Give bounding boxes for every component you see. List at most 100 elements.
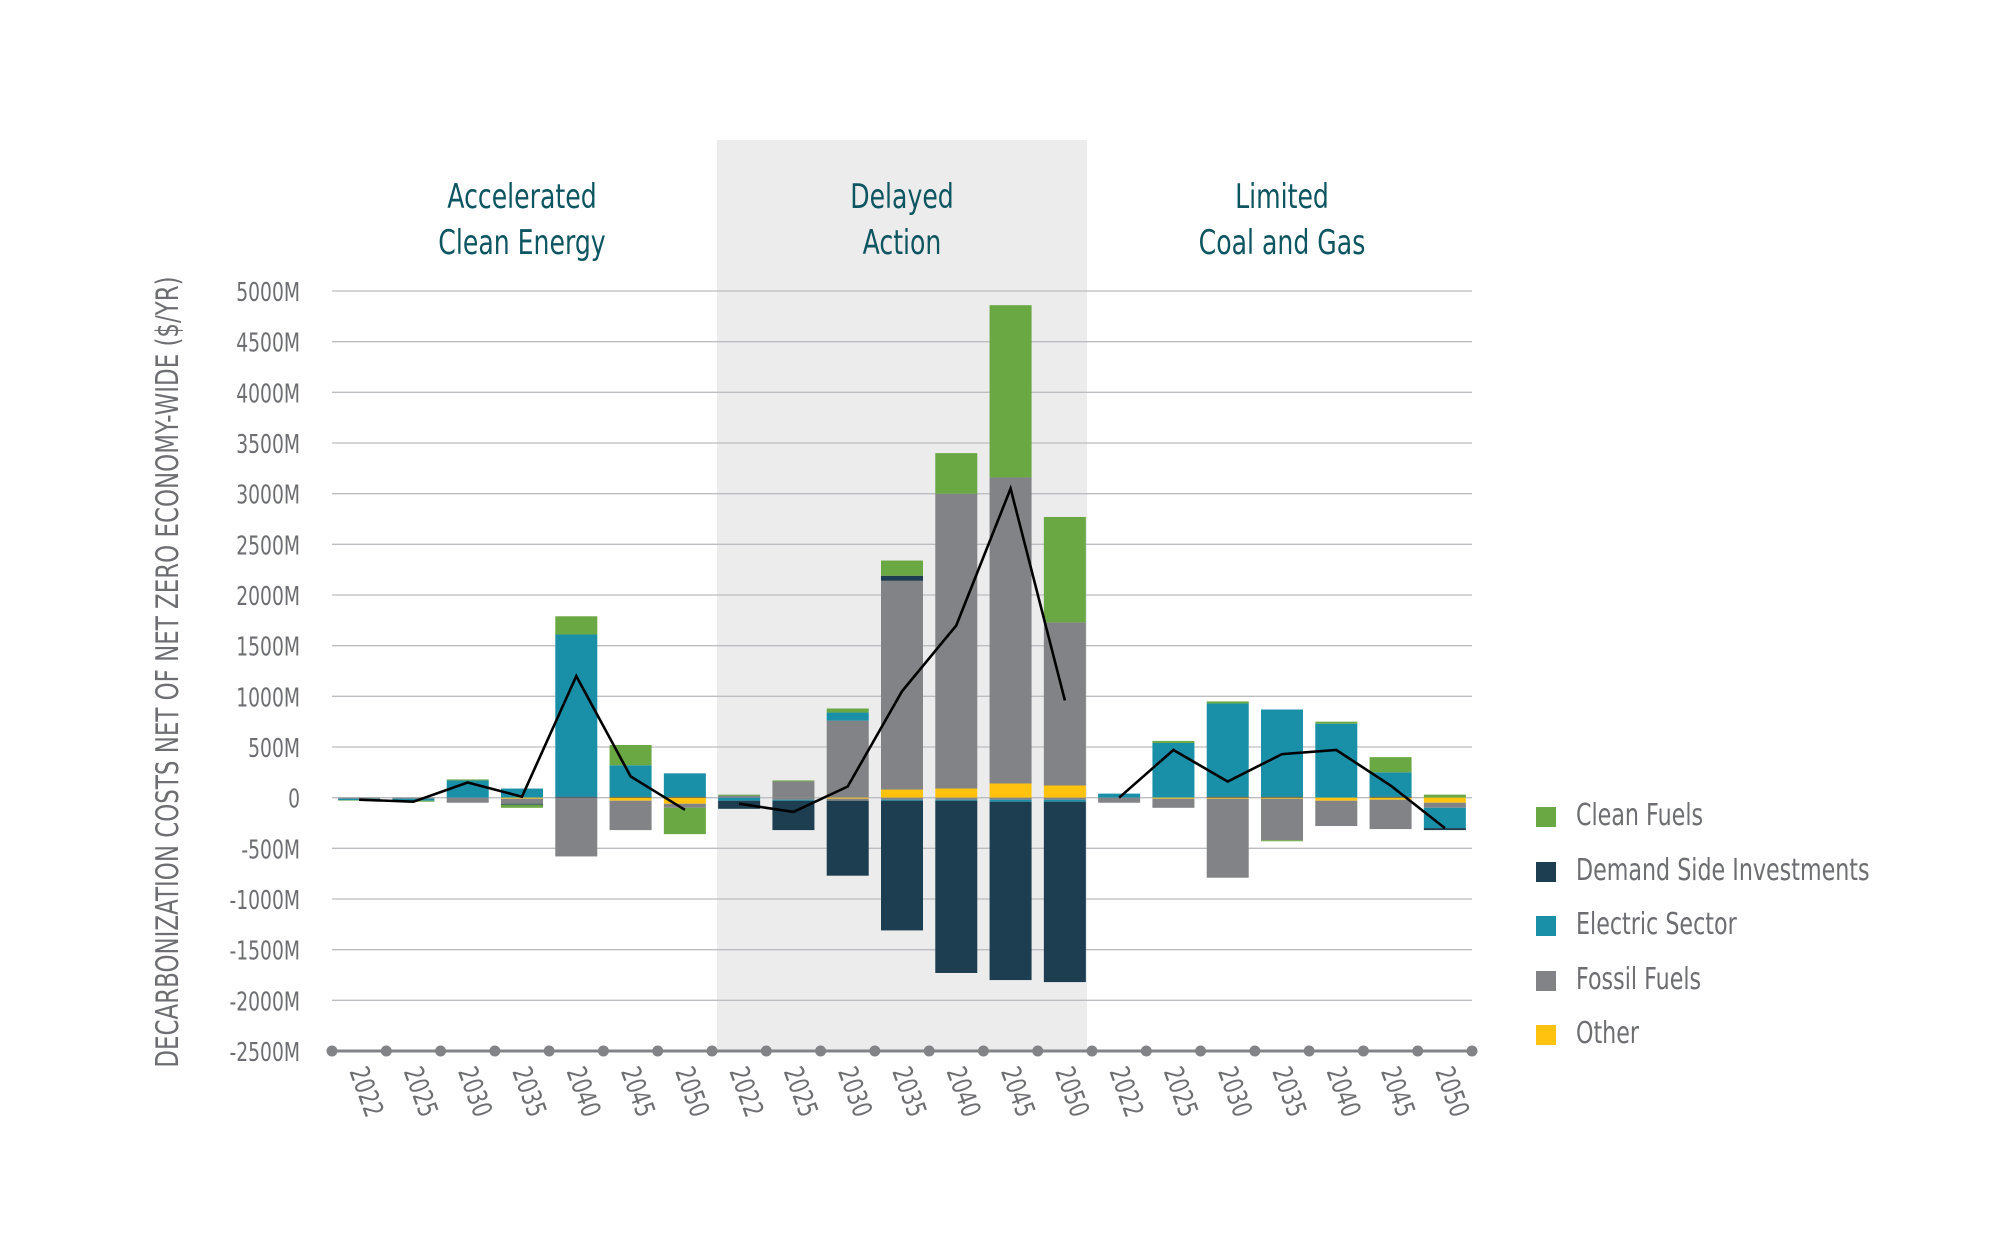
x-axis-dot-5 (597, 1045, 609, 1057)
bar-accelerated-2050-other-negative (663, 797, 706, 804)
bar-limited-2025-electric-sector-positive (1152, 742, 1195, 798)
x-tick-label-limited-2045: 2045 (1374, 1062, 1421, 1121)
bar-limited-2035-clean-fuels-negative (1261, 840, 1303, 842)
legend-label-electric-sector: Electric Sector (1576, 907, 1737, 942)
y-tick-label-1500m: -1500M (229, 937, 300, 967)
bar-delayed-2035-electric-sector-negative (881, 799, 923, 801)
bar-delayed-2022-fossil-fuels-positive (718, 795, 761, 798)
bar-accelerated-2045-demand-side-investments-positive (609, 796, 652, 798)
bar-delayed-2050-other-positive (1043, 785, 1086, 798)
x-tick-label-limited-2040: 2040 (1320, 1062, 1367, 1121)
bar-accelerated-2030-clean-fuels-positive (446, 779, 489, 781)
bar-limited-2030-other-negative (1206, 797, 1249, 799)
x-axis-dot-20 (1412, 1045, 1424, 1057)
bar-delayed-2035-fossil-fuels-positive (881, 580, 923, 790)
x-tick-label-delayed-2030: 2030 (831, 1062, 878, 1121)
legend-label-clean-fuels: Clean Fuels (1576, 798, 1704, 833)
x-tick-label-accelerated-2022: 2022 (343, 1062, 390, 1121)
bar-accelerated-2030-fossil-fuels-negative (446, 797, 489, 803)
bar-delayed-2040-demand-side-investments-negative (935, 800, 978, 973)
y-tick-label-1000m: -1000M (229, 886, 300, 916)
x-tick-label-accelerated-2025: 2025 (397, 1062, 444, 1121)
bar-limited-2050-fossil-fuels-negative (1423, 802, 1466, 808)
bar-accelerated-2050-electric-sector-positive (663, 773, 706, 797)
legend-label-demand-side-investments: Demand Side Investments (1576, 852, 1870, 888)
x-tick-label-limited-2025: 2025 (1157, 1062, 1204, 1121)
legend-item-demand-side-investments: Demand Side Investments (1536, 851, 1996, 906)
bar-delayed-2025-fossil-fuels-positive (772, 781, 815, 798)
group-title-accelerated-line1: Accelerated (447, 177, 596, 217)
x-axis-dot-2 (435, 1045, 447, 1057)
bar-accelerated-2050-fossil-fuels-negative (663, 803, 706, 808)
bar-limited-2030-demand-side-investments-positive (1206, 796, 1249, 798)
bar-delayed-2030-electric-sector-positive (826, 712, 869, 721)
bar-delayed-2035-clean-fuels-positive (881, 560, 923, 576)
bar-delayed-2050-clean-fuels-positive (1043, 516, 1086, 623)
group-title-delayed-line2: Action (863, 223, 942, 263)
legend-label-fossil-fuels: Fossil Fuels (1576, 961, 1702, 997)
x-axis-dot-19 (1357, 1045, 1369, 1057)
net-line-limited (1118, 748, 1446, 830)
x-axis-dot-3 (489, 1045, 501, 1057)
y-tick-label-1000m: 1000M (236, 683, 300, 713)
legend-swatch-electric-sector (1536, 916, 1556, 936)
x-axis-dot-1 (380, 1045, 392, 1057)
y-tick-label-3000m: 3000M (236, 481, 300, 511)
y-tick-label-2000m: 2000M (236, 582, 300, 612)
bar-limited-2025-fossil-fuels-negative (1152, 798, 1195, 808)
x-tick-label-delayed-2045: 2045 (994, 1062, 1041, 1121)
bar-limited-2025-clean-fuels-positive (1152, 740, 1195, 743)
group-title-limited-line1: Limited (1235, 177, 1329, 217)
bar-delayed-2045-fossil-fuels-positive (989, 477, 1032, 784)
bar-delayed-2050-electric-sector-negative (1043, 799, 1086, 802)
bar-limited-2050-other-negative (1423, 797, 1466, 803)
bar-accelerated-2025-fossil-fuels-negative (392, 797, 435, 799)
x-tick-label-delayed-2040: 2040 (940, 1062, 987, 1121)
x-tick-label-limited-2030: 2030 (1211, 1062, 1258, 1121)
x-tick-label-accelerated-2045: 2045 (614, 1062, 661, 1121)
bar-delayed-2030-fossil-fuels-negative (826, 798, 869, 801)
x-tick-label-accelerated-2040: 2040 (560, 1062, 607, 1121)
legend-item-clean-fuels: Clean Fuels (1536, 796, 1996, 851)
bar-delayed-2035-other-positive (881, 789, 923, 798)
net-line-delayed (738, 484, 1067, 814)
x-tick-label-accelerated-2030: 2030 (451, 1062, 498, 1121)
net-line-accelerated (359, 673, 686, 811)
y-tick-label-0: 0 (288, 785, 300, 815)
bar-accelerated-2035-fossil-fuels-negative (501, 798, 543, 804)
bar-limited-2030-fossil-fuels-negative (1206, 798, 1249, 878)
x-axis-dot-9 (815, 1045, 827, 1057)
y-tick-label-4000m: 4000M (236, 379, 300, 409)
bar-limited-2045-fossil-fuels-negative (1369, 799, 1412, 830)
bar-limited-2045-demand-side-investments-positive (1369, 796, 1412, 798)
bar-limited-2035-other-negative (1261, 797, 1303, 799)
bar-limited-2050-demand-side-investments-negative (1423, 828, 1466, 831)
y-tick-label-2500m: 2500M (236, 531, 300, 561)
group-title-limited-line2: Coal and Gas (1199, 223, 1366, 263)
x-axis-dot-14 (1086, 1045, 1098, 1057)
y-tick-label-500m: 500M (248, 734, 300, 764)
bar-accelerated-2022-fossil-fuels-negative (338, 797, 381, 799)
x-axis-dot-6 (652, 1045, 664, 1057)
legend-swatch-other (1536, 1025, 1556, 1045)
x-axis-dot-13 (1032, 1045, 1044, 1057)
bar-delayed-2045-demand-side-investments-negative (989, 801, 1032, 981)
bar-accelerated-2045-clean-fuels-positive (609, 744, 652, 766)
legend: Clean Fuels Demand Side Investments Elec… (1536, 796, 1996, 1069)
y-tick-label-1500m: 1500M (236, 633, 300, 663)
bar-limited-2040-other-negative (1315, 797, 1358, 801)
y-tick-label-2500m: -2500M (229, 1038, 300, 1068)
bar-delayed-2035-fossil-fuels-negative (881, 797, 923, 800)
bar-accelerated-2035-clean-fuels-negative (501, 804, 543, 808)
bar-delayed-2035-demand-side-investments-negative (881, 800, 923, 931)
x-axis-dot-17 (1249, 1045, 1261, 1057)
y-tick-label-4500m: 4500M (236, 329, 300, 359)
legend-label-other: Other (1576, 1016, 1640, 1051)
legend-swatch-demand-side-investments (1536, 861, 1556, 882)
legend-swatch-clean-fuels (1536, 807, 1556, 827)
bar-limited-2035-demand-side-investments-positive (1261, 796, 1303, 798)
x-tick-label-accelerated-2050: 2050 (668, 1062, 715, 1121)
x-axis-dot-15 (1140, 1045, 1152, 1057)
